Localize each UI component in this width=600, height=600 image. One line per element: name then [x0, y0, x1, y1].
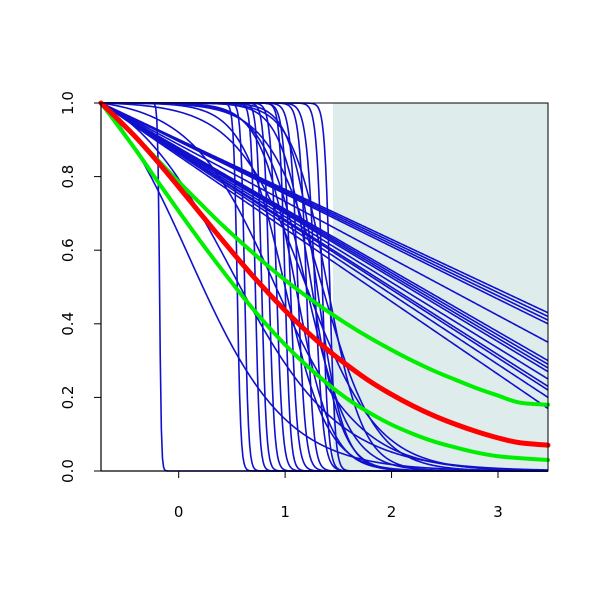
y-tick-label-2: 0.4	[59, 312, 77, 336]
blue-linear-series-13	[100, 102, 549, 410]
y-tick-label-4: 0.8	[59, 165, 77, 189]
blue-linear-series-11	[100, 102, 549, 391]
y-tick-label-0: 0.0	[59, 459, 77, 483]
shaded-region-layer	[333, 103, 548, 471]
blue-linear-series-8	[100, 102, 549, 373]
x-tick-label-2: 2	[387, 503, 397, 521]
blue-linear-series-9	[100, 102, 549, 380]
x-tick-label-1: 1	[280, 503, 290, 521]
y-tick-label-3: 0.6	[59, 238, 77, 262]
blue-linear-series-3	[100, 102, 549, 325]
axis-layer: 0 1 2 3 0.0 0.2 0.4 0.6 0.8 1.0	[59, 91, 548, 521]
blue-linear-series-12	[100, 102, 549, 399]
highlight-series-red-0	[98, 100, 551, 448]
blue-decay-series-3	[100, 102, 549, 472]
shaded-region	[333, 103, 548, 471]
x-tick-label-0: 0	[174, 503, 184, 521]
blue-decay-series-0	[100, 102, 548, 472]
y-tick-label-1: 0.2	[59, 385, 77, 409]
x-tick-label-3: 3	[493, 503, 503, 521]
highlight-series-green-2	[99, 101, 550, 462]
highlight-series-layer	[98, 100, 551, 462]
blue-linear-series-4	[100, 102, 549, 343]
y-tick-label-5: 1.0	[59, 91, 77, 115]
